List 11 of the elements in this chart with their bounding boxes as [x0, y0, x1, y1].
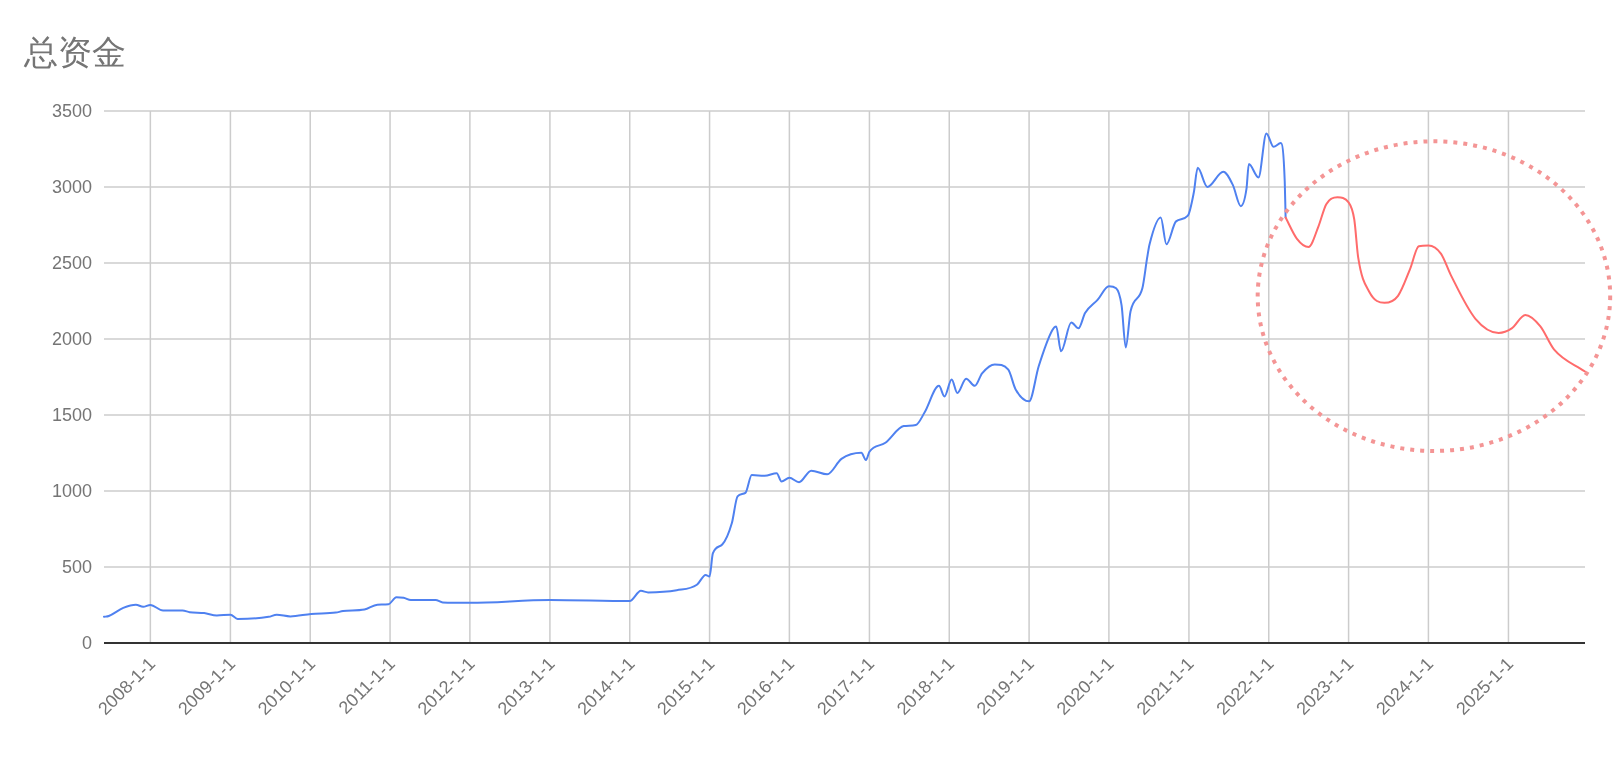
- y-tick-label: 2500: [51, 253, 92, 273]
- y-tick-label: 2000: [51, 329, 92, 349]
- y-tick-label: 3000: [51, 177, 92, 197]
- y-tick-label: 1000: [51, 481, 92, 501]
- line-series: [103, 132, 1287, 620]
- y-tick-label: 3500: [51, 101, 92, 121]
- y-tick-label: 0: [81, 633, 92, 653]
- y-tick-label: 500: [61, 557, 92, 577]
- y-tick-label: 1500: [51, 405, 92, 425]
- line-series: [1284, 196, 1586, 373]
- chart-title: 总资金: [23, 33, 126, 71]
